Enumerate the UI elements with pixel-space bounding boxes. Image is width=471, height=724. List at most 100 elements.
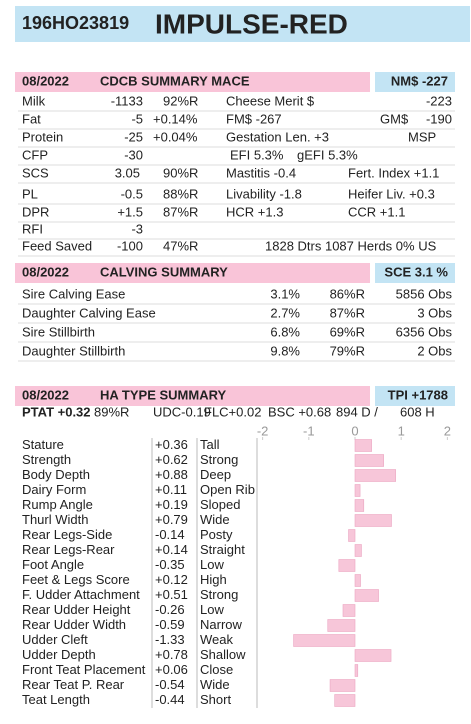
cdcb-cell: Feed Saved xyxy=(22,238,92,253)
cdcb-cell: DPR xyxy=(22,204,49,219)
bull-name: IMPULSE-RED xyxy=(155,8,348,39)
bar xyxy=(334,694,356,707)
trait-value: +0.36 xyxy=(155,437,188,452)
trait-descriptor: Tall xyxy=(200,437,220,452)
section-title: CDCB SUMMARY MACE xyxy=(100,73,250,88)
trait-descriptor: Close xyxy=(200,662,233,677)
trait-name: Thurl Width xyxy=(22,512,88,527)
trait-name: Rear Udder Height xyxy=(22,602,131,617)
cdcb-cell: EFI 5.3% xyxy=(230,147,284,162)
cdcb-cell: HCR +1.3 xyxy=(226,204,283,219)
trait-descriptor: Wide xyxy=(200,677,230,692)
section-band xyxy=(15,386,370,406)
calving-cell: 6.8% xyxy=(270,324,300,339)
section-badge: TPI +1788 xyxy=(388,387,448,402)
calving-cell: 87%R xyxy=(330,305,365,320)
cdcb-cell: -30 xyxy=(124,147,143,162)
trait-value: -0.44 xyxy=(155,692,185,707)
x-tick-label: -2 xyxy=(257,423,269,438)
trait-value: +0.12 xyxy=(155,572,188,587)
calving-cell: Daughter Stillbirth xyxy=(22,343,125,358)
section-badge: SCE 3.1 % xyxy=(384,264,448,279)
trait-name: F. Udder Attachment xyxy=(22,587,140,602)
badge-band xyxy=(375,263,455,283)
bull-id: 196HO23819 xyxy=(22,13,129,33)
trait-descriptor: Straight xyxy=(200,542,245,557)
section-date: 08/2022 xyxy=(22,264,69,279)
trait-descriptor: Strong xyxy=(200,452,238,467)
cdcb-cell: gEFI 5.3% xyxy=(297,147,358,162)
cdcb-cell: Cheese Merit $ xyxy=(226,93,315,108)
bar xyxy=(293,634,356,647)
section-date: 08/2022 xyxy=(22,73,69,88)
x-tick-label: 2 xyxy=(444,423,451,438)
calving-cell: 5856 Obs xyxy=(396,286,453,301)
cdcb-cell: Protein xyxy=(22,129,63,144)
x-tick-label: 0 xyxy=(351,423,358,438)
trait-name: Strength xyxy=(22,452,71,467)
trait-name: Teat Length xyxy=(22,692,90,707)
bar xyxy=(354,649,392,662)
cdcb-cell: SCS xyxy=(22,165,49,180)
trait-value: -0.54 xyxy=(155,677,185,692)
header-band xyxy=(15,6,470,42)
trait-name: Front Teat Placement xyxy=(22,662,146,677)
bar xyxy=(348,529,356,542)
section-title: CALVING SUMMARY xyxy=(100,264,228,279)
bar xyxy=(354,544,362,557)
cdcb-cell: -190 xyxy=(426,111,452,126)
cdcb-cell: Gestation Len. +3 xyxy=(226,129,329,144)
cdcb-cell: 87%R xyxy=(163,204,198,219)
cdcb-cell: Mastitis -0.4 xyxy=(226,165,296,180)
calving-cell: 3 Obs xyxy=(417,305,452,320)
bar xyxy=(354,469,396,482)
cdcb-cell: PL xyxy=(22,186,38,201)
bar xyxy=(329,679,356,692)
cdcb-cell: 90%R xyxy=(163,165,198,180)
cdcb-cell: +1.5 xyxy=(117,204,143,219)
trait-value: +0.14 xyxy=(155,542,188,557)
type-summary-item: BSC +0.68 xyxy=(268,404,331,419)
trait-name: Foot Angle xyxy=(22,557,84,572)
trait-value: +0.19 xyxy=(155,497,188,512)
trait-value: -0.26 xyxy=(155,602,185,617)
trait-name: Dairy Form xyxy=(22,482,86,497)
section-band xyxy=(15,72,370,92)
trait-descriptor: Low xyxy=(200,557,224,572)
cdcb-cell: Fat xyxy=(22,111,41,126)
bar xyxy=(354,514,392,527)
trait-value: +0.78 xyxy=(155,647,188,662)
trait-name: Rear Udder Width xyxy=(22,617,126,632)
trait-value: -0.35 xyxy=(155,557,185,572)
cdcb-cell: -3 xyxy=(131,221,143,236)
cdcb-cell: -100 xyxy=(117,238,143,253)
trait-name: Rear Legs-Side xyxy=(22,527,112,542)
trait-descriptor: Strong xyxy=(200,587,238,602)
type-summary-item: 89%R xyxy=(94,404,129,419)
cdcb-cell: 88%R xyxy=(163,186,198,201)
cdcb-cell: Milk xyxy=(22,93,46,108)
cdcb-cell: -223 xyxy=(426,93,452,108)
cdcb-cell: -25 xyxy=(124,129,143,144)
trait-descriptor: Posty xyxy=(200,527,233,542)
trait-value: +0.79 xyxy=(155,512,188,527)
section-date: 08/2022 xyxy=(22,387,69,402)
trait-name: Udder Depth xyxy=(22,647,96,662)
bar xyxy=(354,499,365,512)
x-tick-label: -1 xyxy=(303,423,315,438)
trait-descriptor: High xyxy=(200,572,227,587)
cdcb-cell: CCR +1.1 xyxy=(348,204,405,219)
section-badge: NM$ -227 xyxy=(391,73,448,88)
trait-descriptor: Narrow xyxy=(200,617,243,632)
type-summary-item: 608 H xyxy=(400,404,435,419)
section-band xyxy=(15,263,370,283)
calving-cell: 86%R xyxy=(330,286,365,301)
trait-value: +0.51 xyxy=(155,587,188,602)
bar xyxy=(342,604,356,617)
type-summary-item: UDC-0.19 xyxy=(153,404,211,419)
trait-descriptor: Shallow xyxy=(200,647,246,662)
cdcb-cell: 92%R xyxy=(163,93,198,108)
type-summary-item: PTAT +0.32 xyxy=(22,404,91,419)
cdcb-cell: Heifer Liv. +0.3 xyxy=(348,186,435,201)
